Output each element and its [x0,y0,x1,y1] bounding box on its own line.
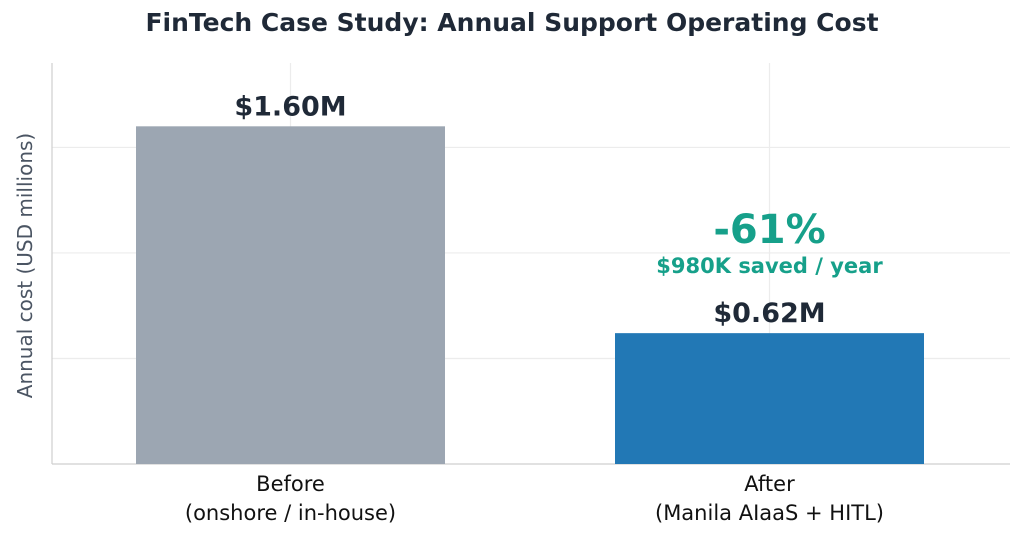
x-tick-label-line2: (Manila AIaaS + HITL) [655,501,884,525]
x-tick-label-line1: Before [256,472,325,496]
chart-title: FinTech Case Study: Annual Support Opera… [145,8,879,37]
y-axis-label: Annual cost (USD millions) [13,133,37,398]
savings-percent-annotation: -61% [713,207,825,253]
x-tick-label-line1: After [744,472,795,496]
bars [136,126,924,464]
x-tick-label-line2: (onshore / in-house) [185,501,396,525]
bar-after [615,333,924,464]
value-label: $1.60M [234,91,346,122]
bar-before [136,126,445,464]
savings-amount-annotation: $980K saved / year [656,254,883,278]
labels: Annual cost (USD millions) $1.60M Before (o… [13,91,884,525]
value-label: $0.62M [713,298,825,329]
